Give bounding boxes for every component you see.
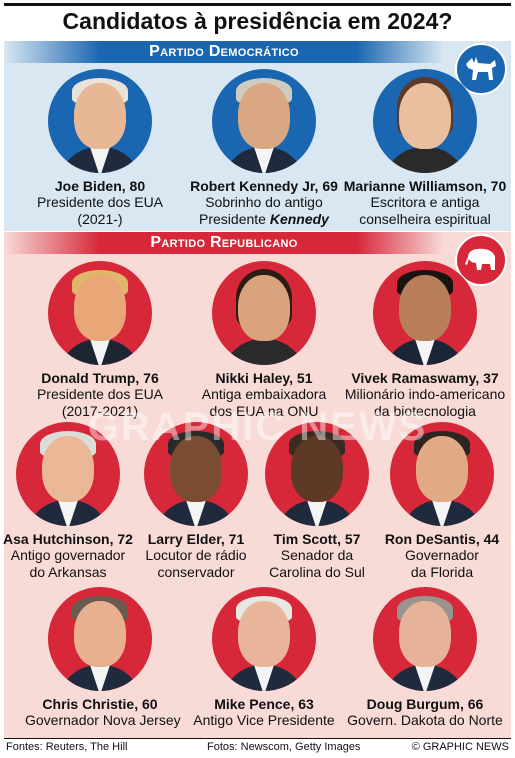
candidate-desc: Antigo governador: [10, 547, 126, 563]
candidate-photo: [373, 69, 477, 173]
candidate-desc: Governador: [405, 547, 479, 563]
candidate-desc: Presidente dos EUA: [36, 194, 164, 210]
bottom-rule: [4, 738, 511, 739]
candidate-photo: [48, 69, 152, 173]
candidate-photo: [48, 587, 152, 691]
candidate-trump: Donald Trump, 76 Presidente dos EUA (201…: [25, 261, 175, 420]
candidate-desantis: Ron DeSantis, 44 Governador da Florida: [376, 422, 508, 581]
candidate-desc: Antigo Vice Presidente: [193, 712, 335, 728]
candidate-desc: Antiga embaixadora: [201, 386, 327, 402]
candidate-christie: Chris Christie, 60 Governador Nova Jerse…: [25, 587, 181, 729]
candidate-photo: [212, 587, 316, 691]
candidate-desc: da Florida: [410, 564, 474, 580]
candidate-williamson: Marianne Williamson, 70 Escritora e anti…: [340, 69, 510, 228]
candidate-desc: Govern. Dakota do Norte: [347, 712, 503, 728]
candidate-name: Robert Kennedy Jr, 69: [190, 178, 338, 194]
candidate-name: Tim Scott, 57: [273, 531, 361, 547]
republican-party-header: Partido Republicano: [4, 232, 444, 254]
candidate-photo: [373, 587, 477, 691]
candidate-desc: Escritora e antiga: [370, 194, 480, 210]
candidate-desc: da biotecnologia: [374, 403, 476, 419]
candidate-burgum: Doug Burgum, 66 Govern. Dakota do Norte: [340, 587, 510, 729]
candidate-desc: do Arkansas: [29, 564, 107, 580]
candidate-biden: Joe Biden, 80 Presidente dos EUA (2021-): [25, 69, 175, 228]
candidate-desc: (2021-): [77, 211, 123, 227]
candidate-name: Vivek Ramaswamy, 37: [351, 370, 499, 386]
candidate-ramaswamy: Vivek Ramaswamy, 37 Milionário indo-amer…: [340, 261, 510, 420]
candidate-name: Larry Elder, 71: [147, 531, 245, 547]
candidate-kennedy: Robert Kennedy Jr, 69 Sobrinho do antigo…: [184, 69, 344, 228]
candidate-desc: Senador da: [280, 547, 354, 563]
candidate-desc: Governador Nova Jersey: [25, 712, 181, 728]
footer-credit: © GRAPHIC NEWS: [411, 741, 509, 753]
candidate-photo: [144, 422, 248, 526]
candidate-desc: (2017-2021): [61, 403, 139, 419]
page-title: Candidatos à presidência em 2024?: [62, 8, 453, 34]
footer-photos: Fotos: Newscom, Getty Images: [207, 741, 361, 753]
candidate-hutchinson: Asa Hutchinson, 72 Antigo governador do …: [0, 422, 138, 581]
candidate-desc: Presidente dos EUA: [36, 386, 164, 402]
democratic-party-header: Partido Democrático: [4, 41, 444, 63]
candidate-photo: [265, 422, 369, 526]
candidate-name: Joe Biden, 80: [54, 178, 146, 194]
candidate-name: Marianne Williamson, 70: [343, 178, 507, 194]
footer-sources: Fontes: Reuters, The Hill: [6, 741, 128, 753]
candidate-name: Ron DeSantis, 44: [384, 531, 500, 547]
candidate-photo: [373, 261, 477, 365]
candidate-photo: [16, 422, 120, 526]
candidate-name: Mike Pence, 63: [214, 696, 314, 712]
candidate-photo: [390, 422, 494, 526]
candidate-haley: Nikki Haley, 51 Antiga embaixadora dos E…: [184, 261, 344, 420]
candidate-elder: Larry Elder, 71 Locutor de rádio conserv…: [131, 422, 261, 581]
candidate-pence: Mike Pence, 63 Antigo Vice Presidente: [184, 587, 344, 729]
democratic-section: Partido Democrático Joe Biden, 80 Presid…: [4, 41, 511, 231]
candidate-desc: Sobrinho do antigo: [205, 194, 323, 210]
candidate-photo: [212, 261, 316, 365]
candidate-name: Asa Hutchinson, 72: [3, 531, 133, 547]
candidate-desc: conselheira espiritual: [359, 211, 491, 227]
candidate-name: Doug Burgum, 66: [366, 696, 484, 712]
republican-section: Partido Republicano Donald Trump, 76 Pre…: [3, 232, 511, 738]
candidate-desc: Presidente Kennedy: [199, 211, 329, 227]
top-rule: [4, 3, 511, 6]
watermark: GRAPHIC NEWS: [87, 405, 428, 449]
candidate-photo: [212, 69, 316, 173]
candidate-desc: Milionário indo-americano: [344, 386, 506, 402]
candidate-name: Donald Trump, 76: [41, 370, 159, 386]
candidate-desc: Locutor de rádio: [145, 547, 247, 563]
candidate-name: Chris Christie, 60: [42, 696, 158, 712]
candidate-desc: conservador: [157, 564, 235, 580]
candidate-photo: [48, 261, 152, 365]
candidate-name: Nikki Haley, 51: [215, 370, 313, 386]
candidate-desc: Carolina do Sul: [269, 564, 365, 580]
candidate-desc: dos EUA na ONU: [209, 403, 319, 419]
candidate-scott: Tim Scott, 57 Senador da Carolina do Sul: [252, 422, 382, 581]
